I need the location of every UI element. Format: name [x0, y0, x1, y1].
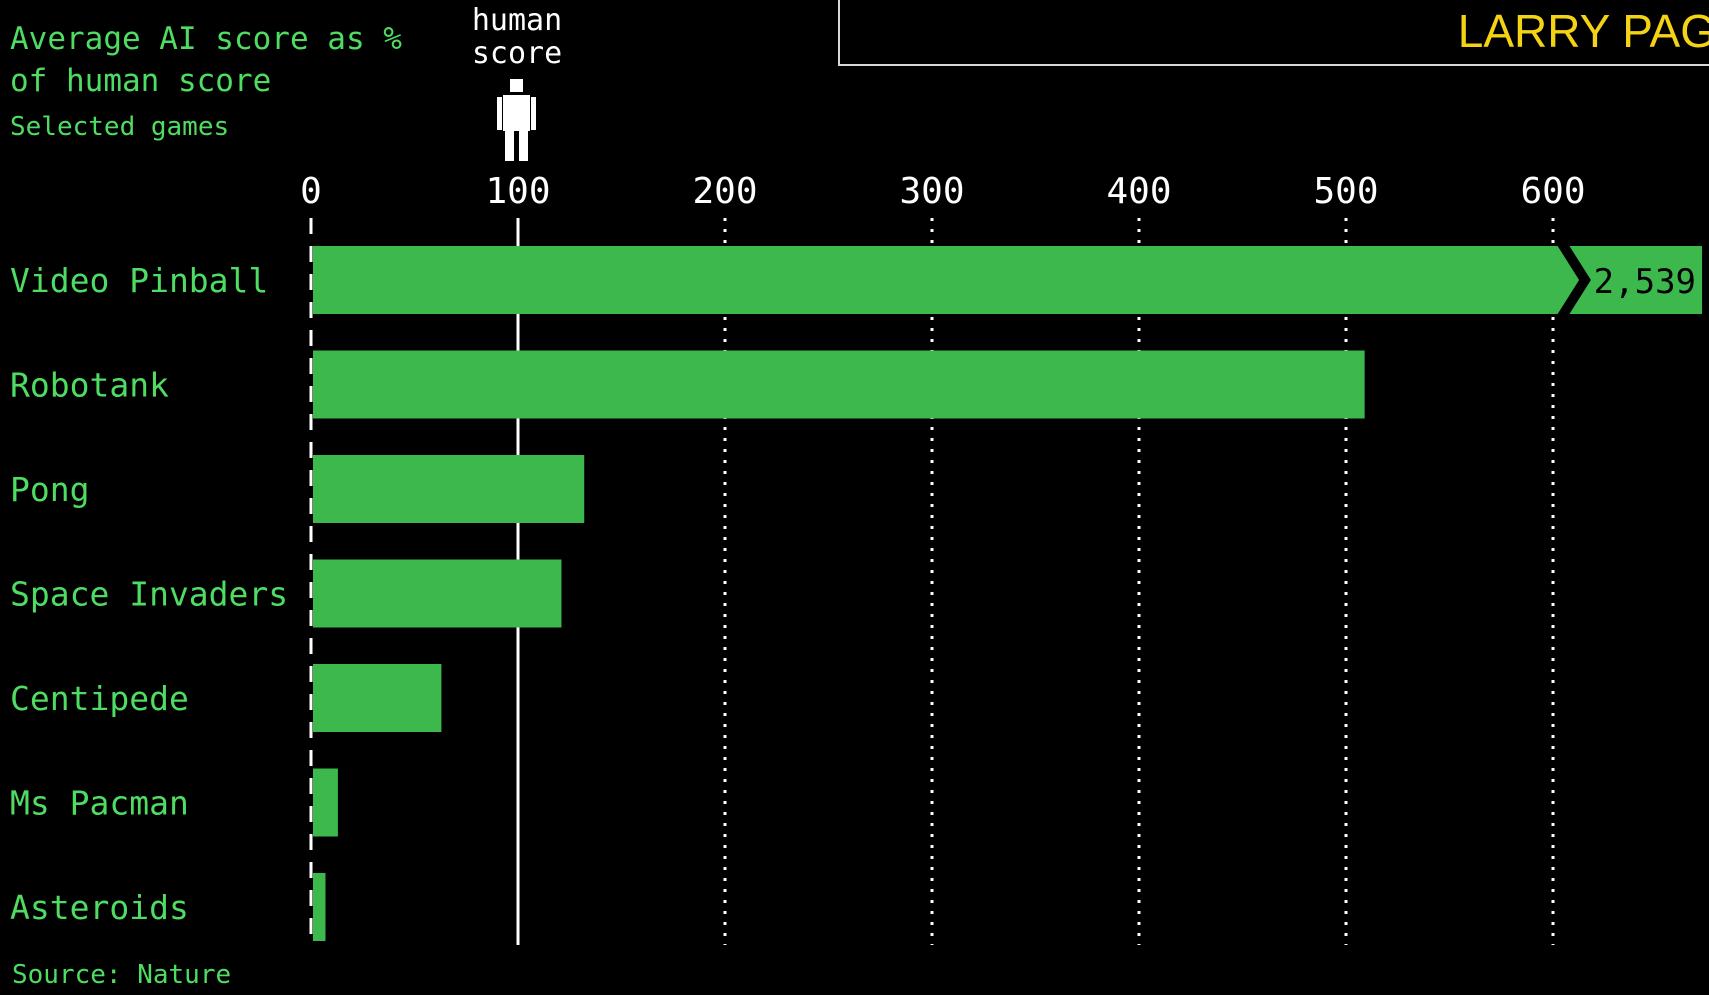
category-label: Robotank [10, 366, 169, 405]
x-tick-label: 400 [1106, 171, 1171, 212]
human-score-label: human score [471, 3, 563, 71]
chart-title: Average AI score as % of human score [10, 21, 402, 99]
bar-data-label: 2,539 [1594, 262, 1696, 302]
axis-break-marker [1556, 239, 1591, 321]
bar [313, 455, 585, 523]
chart-subtitle: Selected games [10, 112, 230, 142]
human-figure-icon [497, 79, 536, 161]
category-label: Centipede [10, 679, 189, 718]
x-tick-label: 600 [1520, 171, 1585, 212]
x-tick-label: 0 [300, 171, 322, 212]
bar [313, 350, 1365, 419]
category-label: Video Pinball [10, 261, 268, 300]
source-note: Source: Nature [12, 960, 232, 990]
speaker-name: LARRY PAG [1457, 5, 1709, 57]
x-tick-label: 500 [1313, 171, 1378, 212]
speaker-banner: LARRY PAG [838, 0, 1709, 66]
bar [313, 873, 326, 941]
x-tick-label: 200 [692, 171, 757, 212]
category-label: Asteroids [10, 888, 189, 927]
category-label: Space Invaders [10, 575, 288, 614]
bar [313, 768, 338, 837]
bar [313, 246, 1703, 314]
bar [313, 664, 442, 732]
category-label: Pong [10, 470, 89, 509]
bar [313, 559, 562, 628]
x-tick-label: 100 [485, 171, 550, 212]
x-tick-label: 300 [899, 171, 964, 212]
category-label: Ms Pacman [10, 784, 189, 823]
